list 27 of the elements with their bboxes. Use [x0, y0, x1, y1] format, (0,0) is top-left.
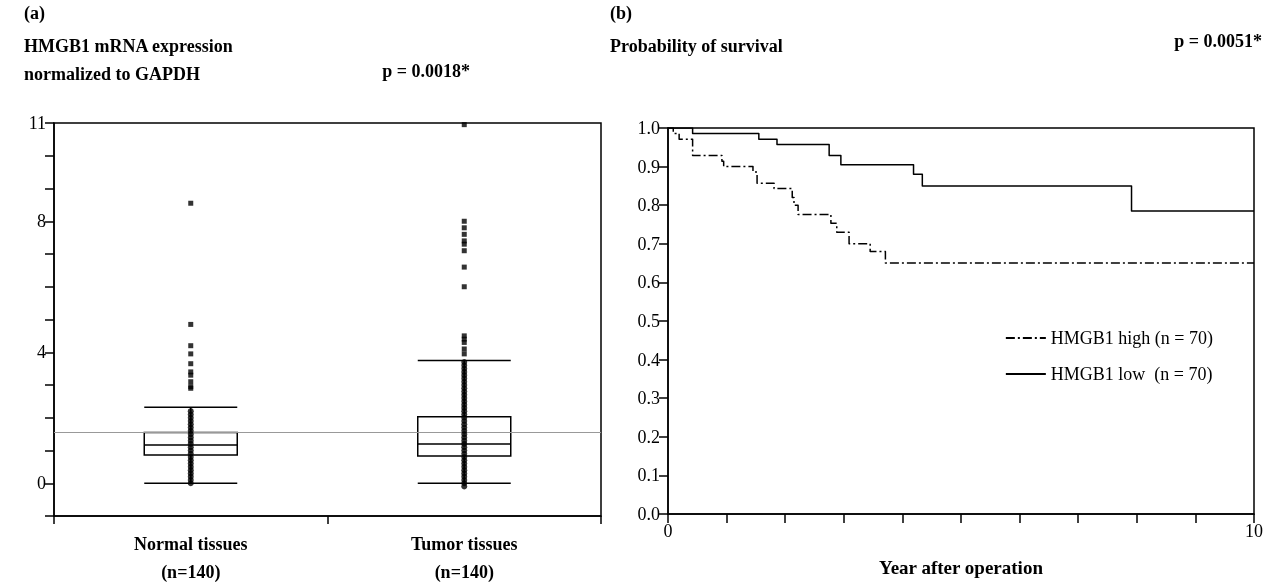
y-axis-title: Probability of survival — [610, 36, 783, 56]
y-tick-label: 0.8 — [637, 195, 660, 216]
y-tick-label: 1.0 — [637, 118, 660, 138]
text: p = 0.0051* — [1174, 31, 1263, 51]
chart-title: (a) — [24, 3, 45, 24]
y-axis-title: HMGB1 mRNA expression normalized to GAPDH — [24, 36, 233, 84]
y-tick-label: 0.4 — [637, 349, 660, 370]
x-tick-label: Tumor tissues (n=140) — [410, 534, 518, 583]
x-axis-title: Year after operation — [879, 557, 1044, 578]
y-tick-label: 0.2 — [637, 426, 660, 447]
y-tick-label: 0 — [37, 473, 46, 494]
chart-title: (b) — [610, 3, 632, 24]
legend-label: HMGB1 low (n = 70) — [1050, 364, 1213, 385]
y-tick-label: 0.1 — [637, 465, 660, 486]
y-tick-label: 0.6 — [637, 272, 660, 293]
x-tick-label: Normal tissues (n=140) — [134, 534, 248, 583]
y-tick-label: 0.5 — [637, 311, 660, 331]
y-tick-label: 0.3 — [637, 388, 660, 409]
x-tick-label: 10 — [1245, 521, 1263, 541]
y-tick-label: 8 — [37, 211, 46, 232]
y-tick-label: 0.9 — [637, 156, 660, 177]
text: p = 0.0018* — [382, 61, 471, 81]
y-tick-label: 0.7 — [637, 233, 660, 254]
y-tick-label: 11 — [28, 113, 46, 133]
y-tick-label: 4 — [37, 342, 46, 363]
y-tick-label: 0.0 — [637, 504, 660, 524]
legend-label: HMGB1 high (n = 70) — [1050, 328, 1214, 349]
